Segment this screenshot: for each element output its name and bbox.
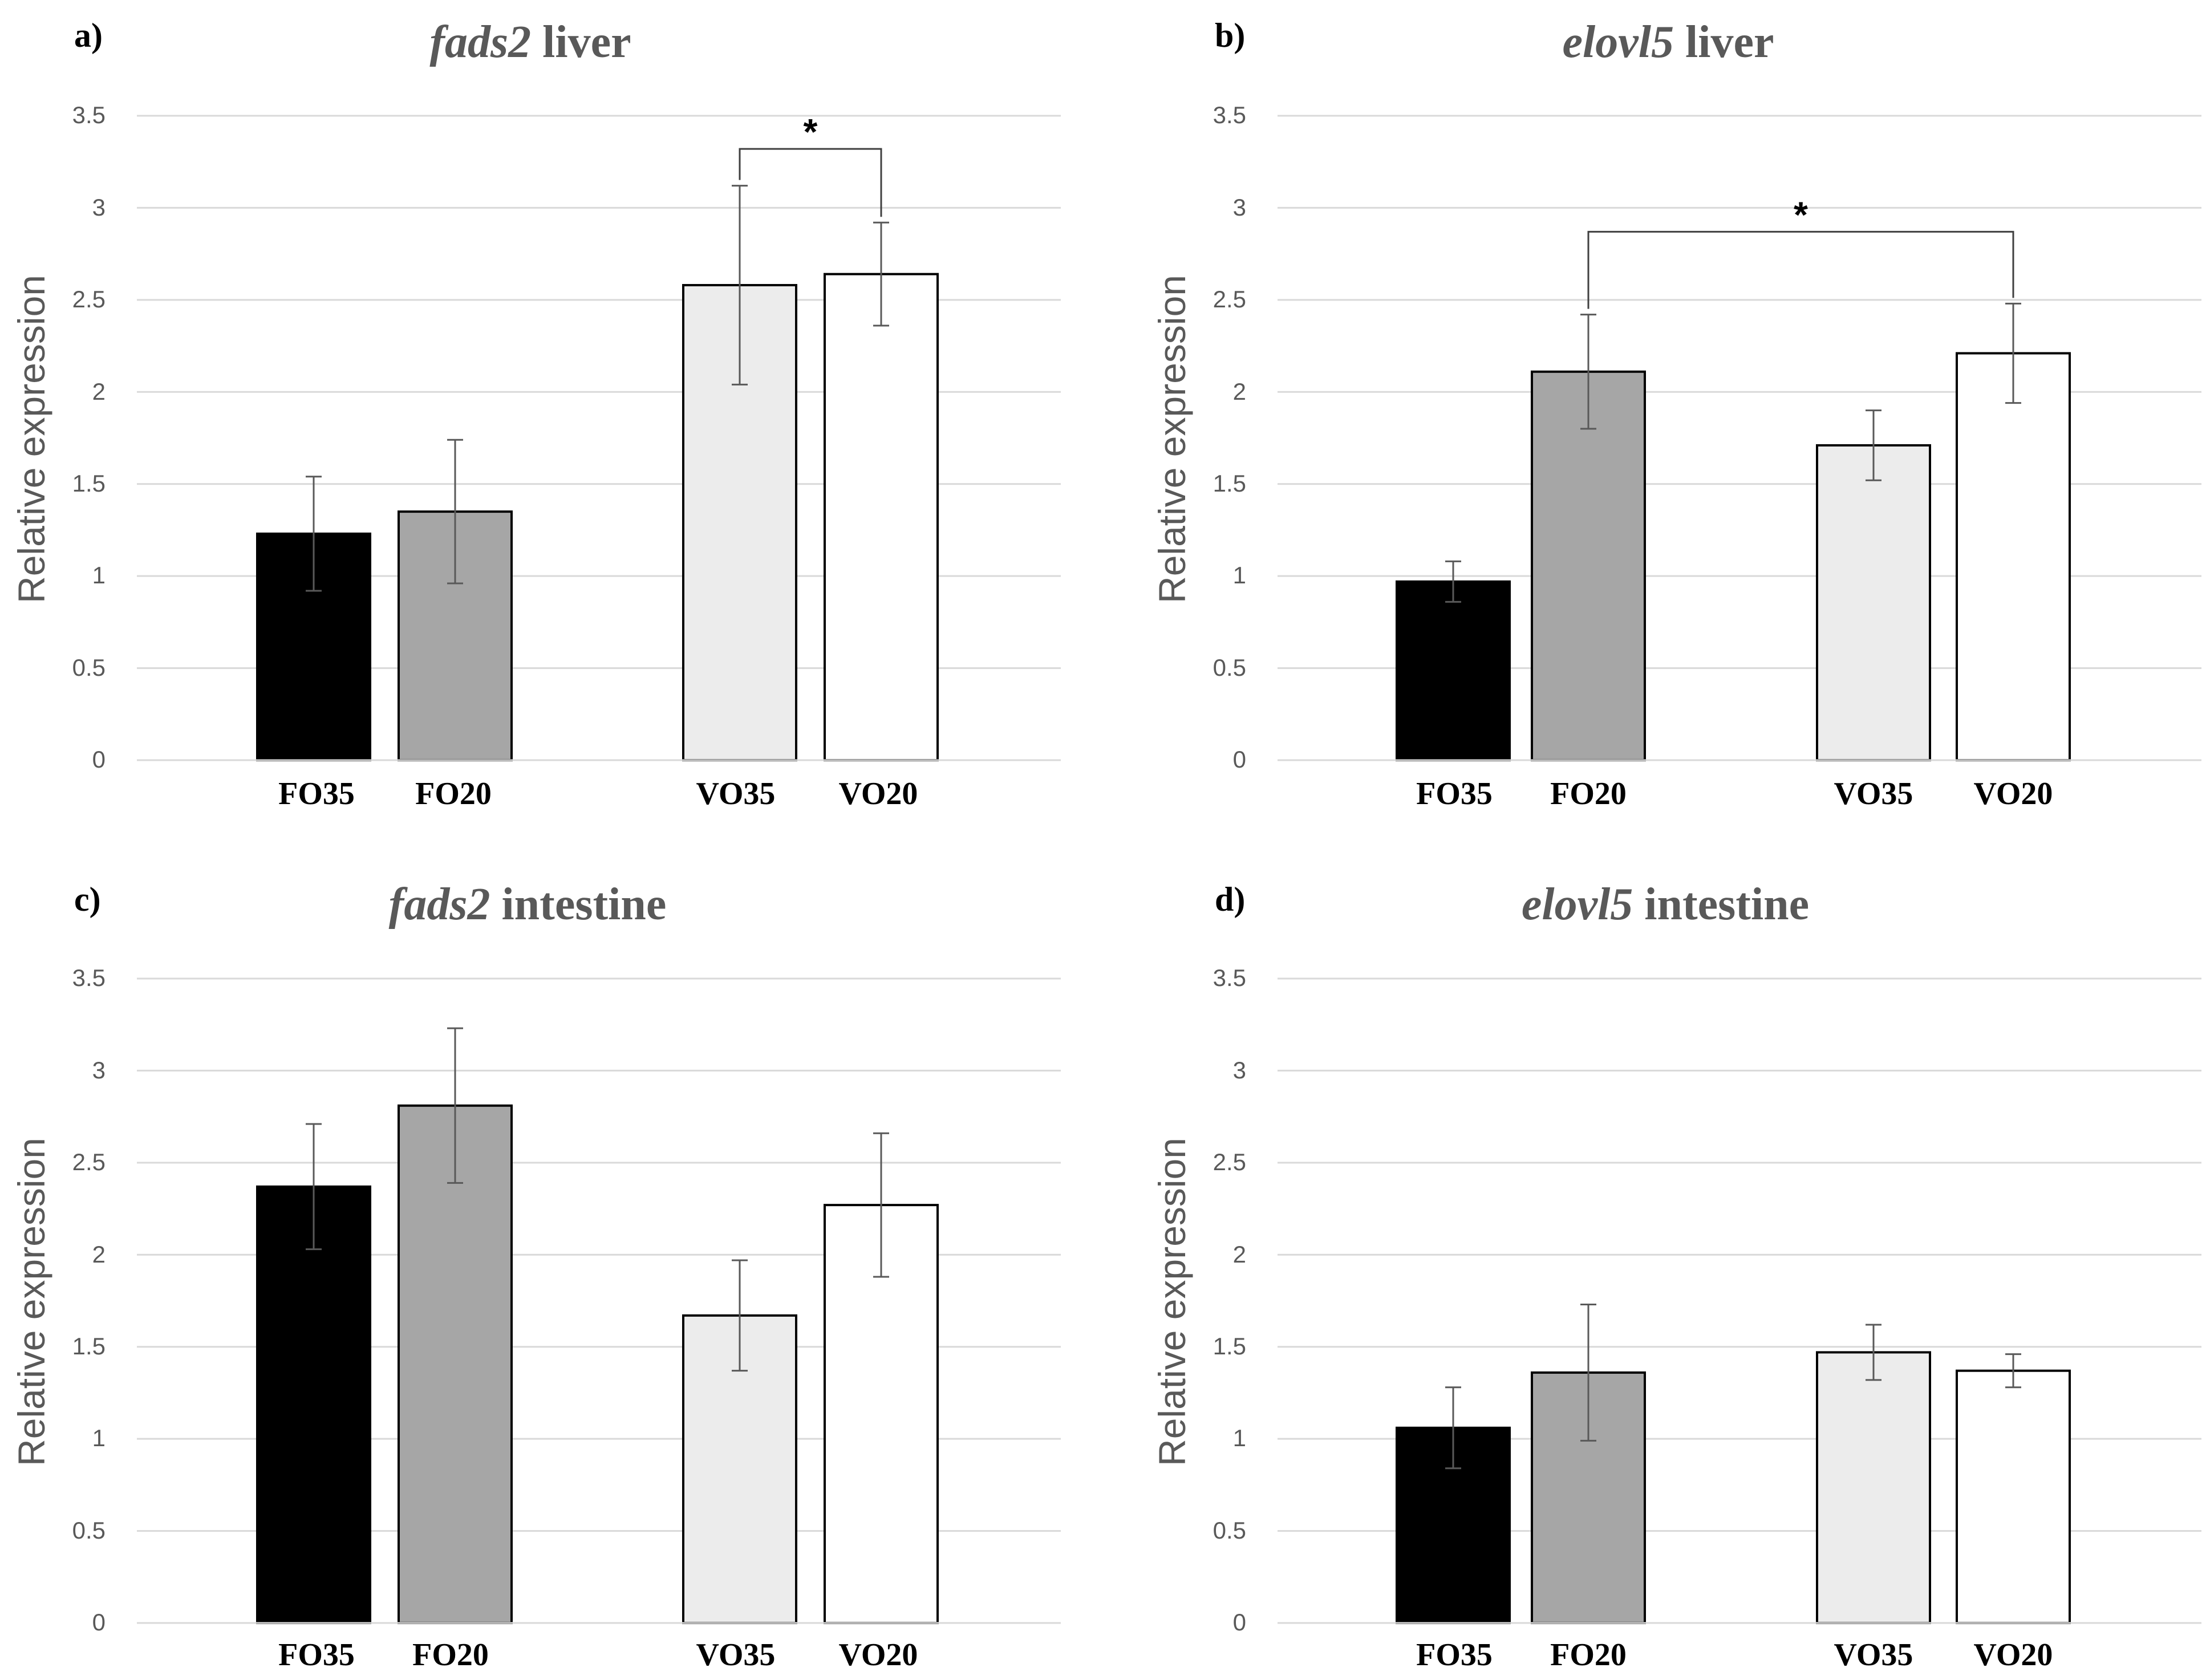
plot-area xyxy=(137,977,1061,1625)
significance-bracket xyxy=(1587,230,2014,309)
tissue-name: liver xyxy=(1685,17,1774,67)
x-tick-label: VO20 xyxy=(1974,776,2053,811)
y-tick-label: 0 xyxy=(92,1609,106,1636)
y-tick-label: 2 xyxy=(92,1241,106,1268)
x-tick-label: VO35 xyxy=(1834,776,1913,811)
y-tick-label: 3 xyxy=(1233,194,1246,221)
y-tick-label: 3.5 xyxy=(72,964,106,991)
panel-letter: d) xyxy=(1215,880,1245,918)
y-tick-label: 0 xyxy=(1233,746,1246,773)
y-tick-label: 0 xyxy=(1233,1609,1246,1636)
x-tick-label: FO35 xyxy=(1416,1637,1493,1673)
panel-a: a) fads2 liver Relative expression 0 0.5… xyxy=(10,17,1061,811)
x-tick-label: FO35 xyxy=(278,1637,355,1673)
plot-area xyxy=(1278,977,2201,1625)
panel-title: elovl5 liver xyxy=(1563,17,1774,67)
y-tick-label: 2.5 xyxy=(1213,286,1246,313)
x-tick-labels: FO35 FO20 VO35 VO20 xyxy=(1416,1637,2053,1673)
y-tick-label: 3.5 xyxy=(72,102,106,128)
gene-name: fads2 xyxy=(429,17,531,67)
y-tick-label: 0 xyxy=(92,746,106,773)
x-tick-labels: FO35 FO20 VO35 VO20 xyxy=(1416,776,2053,811)
y-tick-label: 2.5 xyxy=(72,286,106,313)
y-tick-label: 0.5 xyxy=(72,1517,106,1544)
panel-letter: a) xyxy=(74,17,103,54)
gene-name: elovl5 xyxy=(1563,17,1674,67)
x-tick-label: FO20 xyxy=(412,1637,489,1673)
y-tick-label: 3.5 xyxy=(1213,964,1246,991)
y-tick-label: 3 xyxy=(92,194,106,221)
panel-c: c) fads2 intestine Relative expression 0… xyxy=(10,879,1061,1673)
y-axis-label: Relative expression xyxy=(10,275,52,603)
x-tick-label: VO20 xyxy=(1974,1637,2053,1673)
y-tick-label: 1.5 xyxy=(1213,1333,1246,1360)
y-tick-label: 2 xyxy=(92,378,106,405)
bar-fo35 xyxy=(1396,580,1511,761)
significance-star: * xyxy=(1794,194,1808,235)
x-tick-labels: FO35 FO20 VO35 VO20 xyxy=(278,776,918,811)
y-tick-label: 3 xyxy=(1233,1057,1246,1084)
y-tick-labels: 0 0.5 1 1.5 2 2.5 3 3.5 xyxy=(72,102,106,773)
bar-fo35 xyxy=(256,1185,371,1625)
y-axis-label: Relative expression xyxy=(1151,275,1193,603)
bar-vo35 xyxy=(1816,1351,1931,1624)
bar-vo20 xyxy=(1956,352,2071,761)
plot-area: * xyxy=(137,111,1061,762)
y-tick-label: 1 xyxy=(1233,562,1246,589)
gene-name: elovl5 xyxy=(1522,879,1633,930)
panel-title: elovl5 intestine xyxy=(1522,879,1809,930)
y-axis-label: Relative expression xyxy=(10,1138,52,1466)
y-tick-label: 1 xyxy=(92,1425,106,1451)
x-tick-label: FO20 xyxy=(1550,776,1627,811)
y-tick-label: 0.5 xyxy=(1213,1517,1246,1544)
x-tick-label: VO35 xyxy=(696,776,776,811)
panel-letter: b) xyxy=(1215,17,1245,54)
plot-area: * xyxy=(1278,115,2201,761)
x-tick-label: FO35 xyxy=(1416,776,1493,811)
x-tick-label: FO35 xyxy=(278,776,355,811)
y-tick-label: 2.5 xyxy=(1213,1149,1246,1175)
bar-vo20 xyxy=(824,273,939,761)
bar-vo20 xyxy=(1956,1369,2071,1625)
tissue-name: liver xyxy=(542,17,631,67)
x-tick-label: FO20 xyxy=(1550,1637,1627,1673)
y-tick-labels: 0 0.5 1 1.5 2 2.5 3 3.5 xyxy=(1213,964,1246,1636)
y-tick-labels: 0 0.5 1 1.5 2 2.5 3 3.5 xyxy=(1213,102,1246,773)
tissue-name: intestine xyxy=(1644,879,1809,930)
y-tick-label: 1.5 xyxy=(72,1333,106,1360)
y-tick-label: 2 xyxy=(1233,1241,1246,1268)
y-tick-label: 3.5 xyxy=(1213,102,1246,128)
y-tick-label: 0.5 xyxy=(72,654,106,681)
panel-title: fads2 intestine xyxy=(389,879,667,930)
panel-d: d) elovl5 intestine Relative expression … xyxy=(1151,879,2201,1673)
x-tick-label: FO20 xyxy=(415,776,492,811)
x-tick-labels: FO35 FO20 VO35 VO20 xyxy=(278,1637,918,1673)
bar-fo20 xyxy=(398,1104,513,1625)
x-tick-label: VO20 xyxy=(839,776,918,811)
y-tick-label: 3 xyxy=(92,1057,106,1084)
panel-b: b) elovl5 liver Relative expression 0 0.… xyxy=(1151,17,2201,811)
y-tick-label: 2 xyxy=(1233,378,1246,405)
tissue-name: intestine xyxy=(501,879,666,930)
x-tick-label: VO35 xyxy=(1834,1637,1913,1673)
y-axis-label: Relative expression xyxy=(1151,1138,1193,1466)
y-tick-label: 2.5 xyxy=(72,1149,106,1175)
x-tick-label: VO20 xyxy=(839,1637,918,1673)
y-tick-label: 1 xyxy=(1233,1425,1246,1451)
x-tick-label: VO35 xyxy=(696,1637,776,1673)
y-tick-label: 1 xyxy=(92,562,106,589)
y-tick-labels: 0 0.5 1 1.5 2 2.5 3 3.5 xyxy=(72,964,106,1636)
bar-vo35 xyxy=(1816,444,1931,761)
panel-letter: c) xyxy=(74,880,101,918)
significance-star: * xyxy=(804,111,818,152)
y-tick-label: 1.5 xyxy=(1213,470,1246,497)
significance-bracket xyxy=(739,148,882,217)
y-tick-label: 1.5 xyxy=(72,470,106,497)
gene-name: fads2 xyxy=(389,879,490,930)
y-tick-label: 0.5 xyxy=(1213,654,1246,681)
panel-title: fads2 liver xyxy=(429,17,631,67)
bar-fo20 xyxy=(1531,370,1646,761)
